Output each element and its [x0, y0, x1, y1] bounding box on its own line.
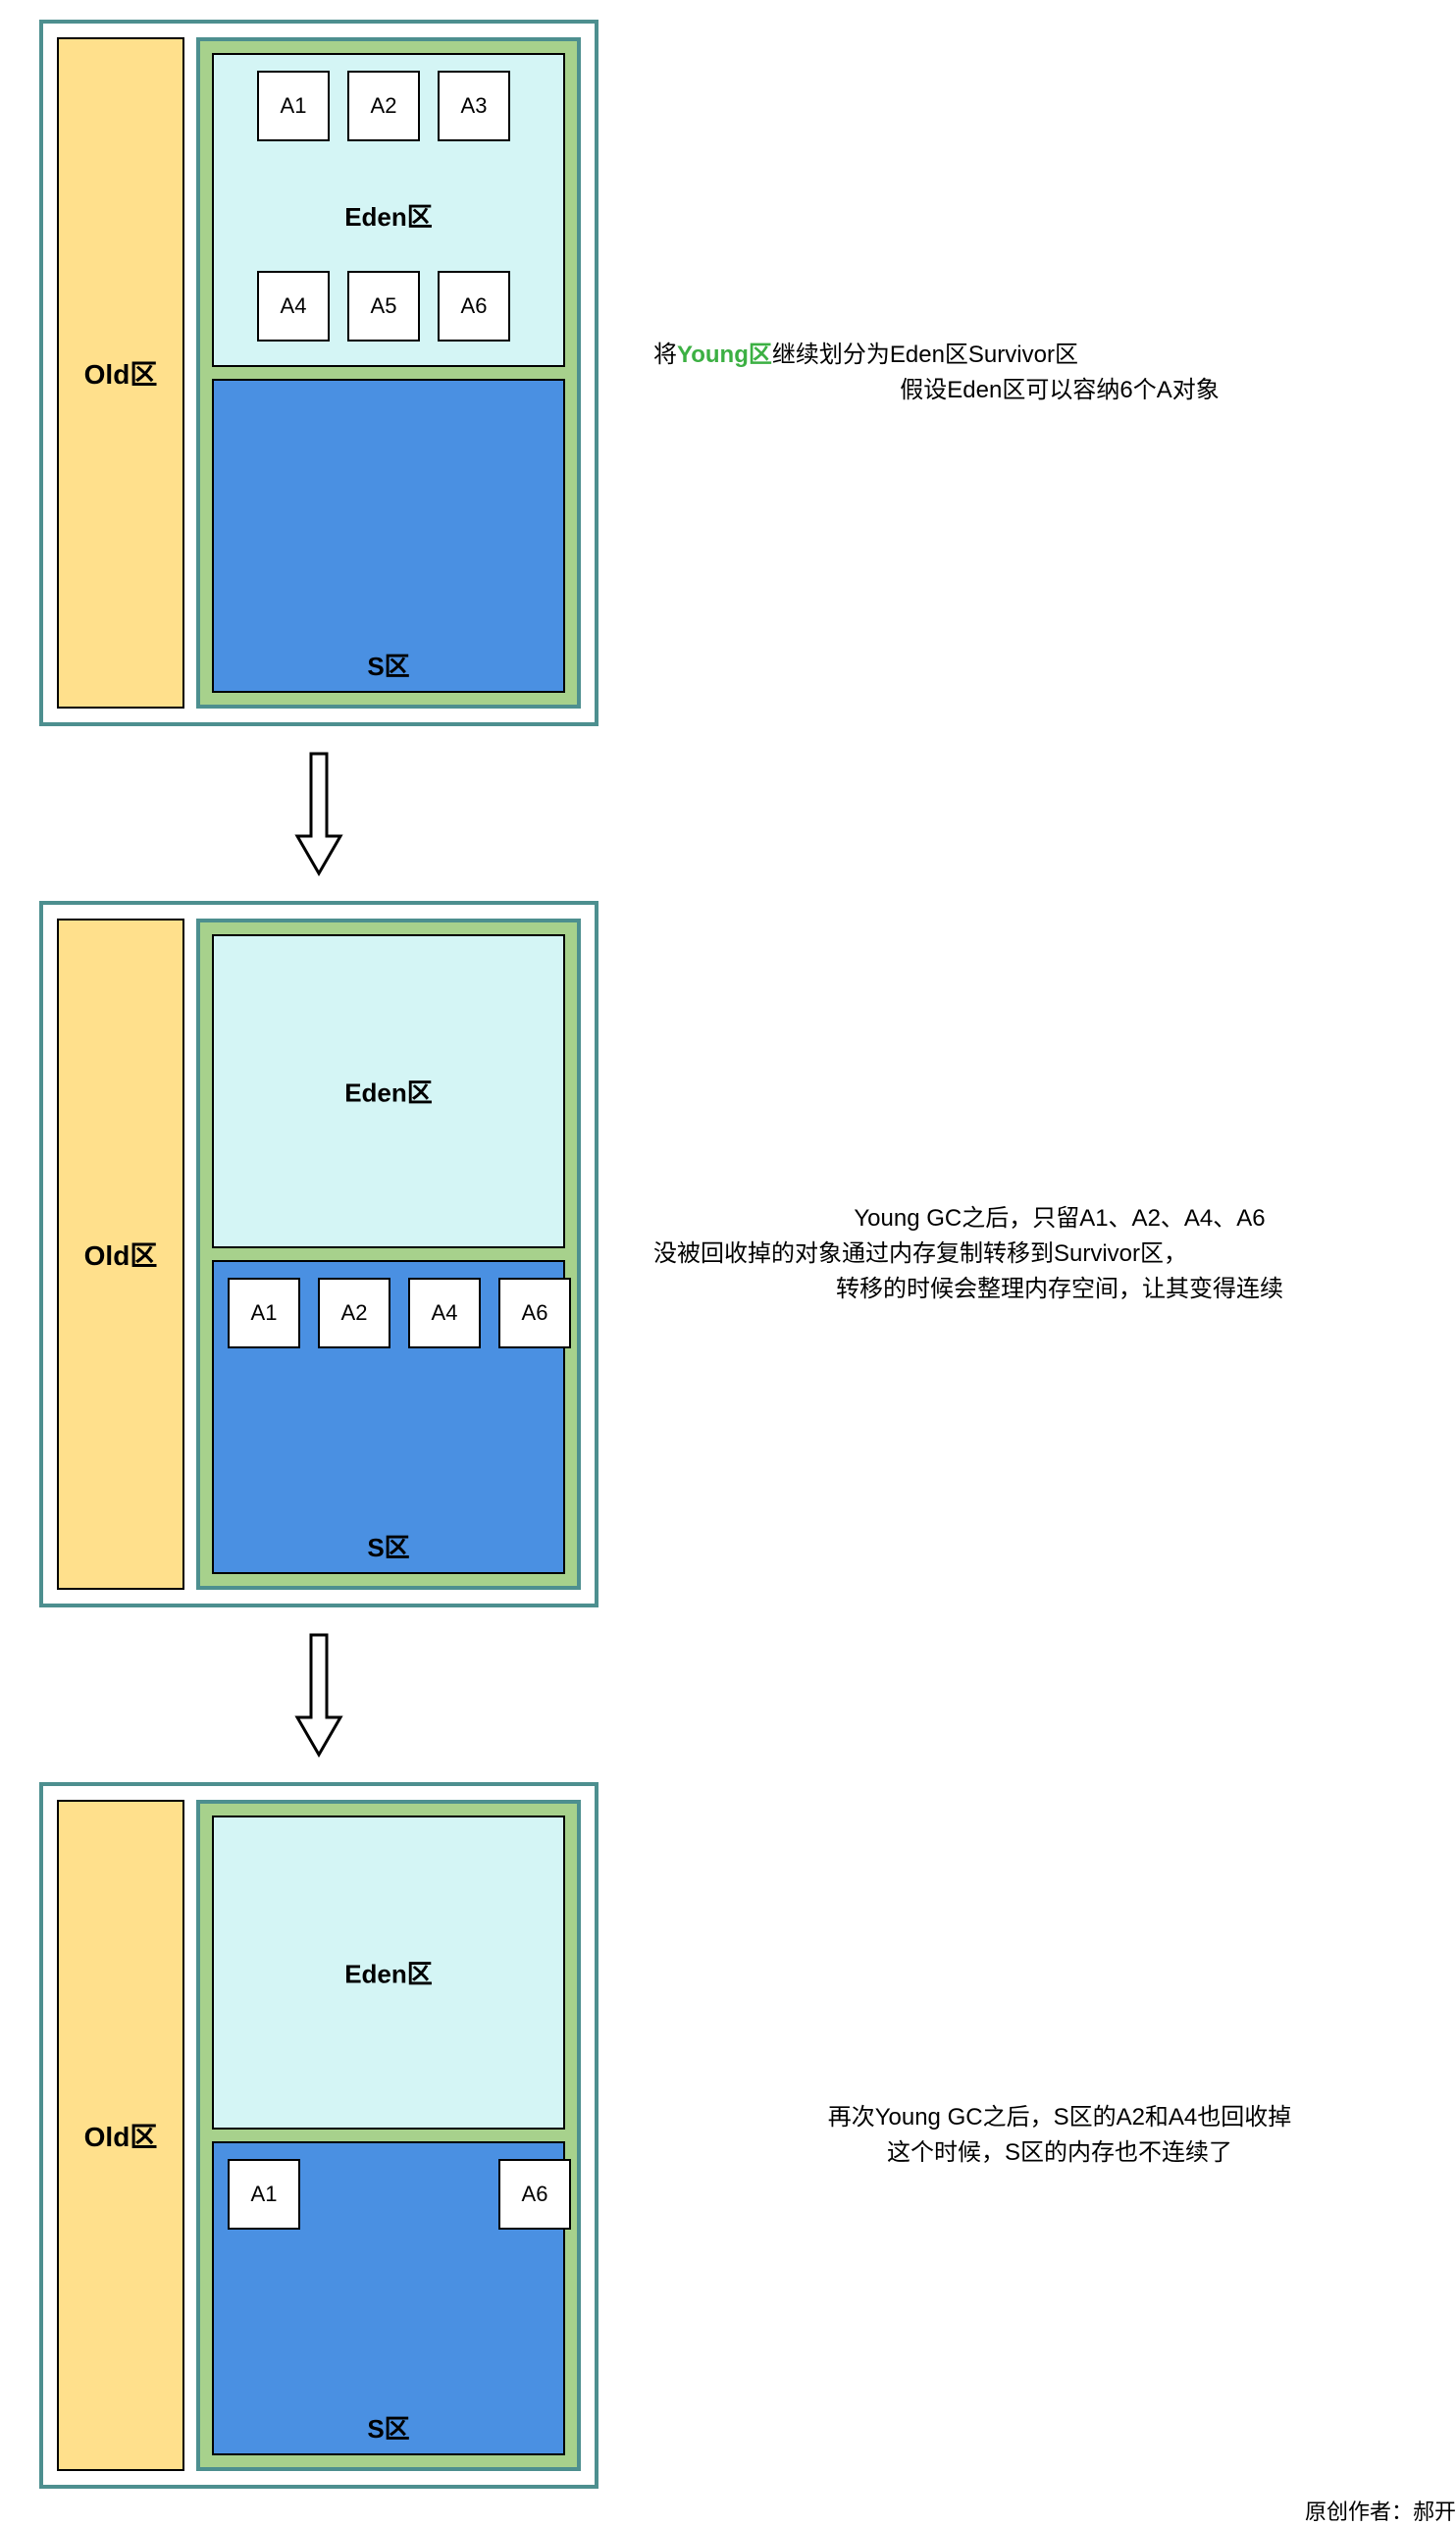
object-a4: A4: [408, 1278, 481, 1348]
object-a2: A2: [318, 1278, 390, 1348]
arrow-down-icon: [289, 750, 348, 877]
young-region-3: Eden区 S区 A1A6: [196, 1800, 581, 2471]
old-label: Old区: [84, 1235, 158, 1274]
desc-text: 没被回收掉的对象通过内存复制转移到Survivor区，: [653, 1237, 1456, 1272]
stage-2-desc: Young GC之后，只留A1、A2、A4、A6 没被回收掉的对象通过内存复制转…: [598, 1201, 1456, 1307]
desc-text: 假设Eden区可以容纳6个A对象: [653, 373, 1456, 408]
object-a1: A1: [228, 2159, 300, 2230]
object-a6: A6: [498, 1278, 571, 1348]
eden-label: Eden区: [214, 197, 563, 234]
desc-highlight: Young区: [677, 342, 772, 368]
object-a1: A1: [257, 71, 330, 141]
object-a4: A4: [257, 271, 330, 342]
object-a2: A2: [347, 71, 420, 141]
stage-1-row: Old区 Eden区 A1A2 A3 A4A5 A6 S区 将Young区继续划分为E…: [10, 20, 1456, 726]
desc-text: 转移的时候会整理内存空间，让其变得连续: [653, 1272, 1456, 1307]
desc-text: 再次Young GC之后，S区的A2和A4也回收掉: [653, 2100, 1456, 2135]
heap-1: Old区 Eden区 A1A2 A3 A4A5 A6 S区: [39, 20, 598, 726]
eden-region-2: Eden区: [212, 934, 565, 1248]
old-label: Old区: [84, 2116, 158, 2155]
eden-label: Eden区: [214, 1074, 563, 1110]
s-label: S区: [214, 2409, 563, 2446]
arrow-1: [10, 726, 628, 901]
s-label: S区: [214, 1528, 563, 1564]
stage-3-desc: 再次Young GC之后，S区的A2和A4也回收掉 这个时候，S区的内存也不连续…: [598, 2100, 1456, 2171]
eden-label: Eden区: [214, 1955, 563, 1991]
object-a5: A5: [347, 271, 420, 342]
stage-3-row: Old区 Eden区 S区 A1A6 再次Young GC之后，S区的A2和A4…: [10, 1782, 1456, 2489]
eden-region-1: Eden区 A1A2 A3 A4A5 A6: [212, 53, 565, 367]
arrow-down-icon: [289, 1631, 348, 1759]
desc-text: 这个时候，S区的内存也不连续了: [653, 2135, 1456, 2171]
heap-2: Old区 Eden区 S区 A1 A2 A4A6: [39, 901, 598, 1607]
survivor-region-3: S区 A1A6: [212, 2141, 565, 2455]
stage-2-row: Old区 Eden区 S区 A1 A2 A4A6 Young GC之后，只留A1、A…: [10, 901, 1456, 1607]
desc-text: Young GC之后，只留A1、A2、A4、A6: [653, 1201, 1456, 1237]
heap-3: Old区 Eden区 S区 A1A6: [39, 1782, 598, 2489]
young-region-2: Eden区 S区 A1 A2 A4A6: [196, 919, 581, 1590]
old-label: Old区: [84, 353, 158, 393]
old-region-1: Old区: [57, 37, 184, 709]
object-a6: A6: [438, 271, 510, 342]
object-a3: A3: [438, 71, 510, 141]
old-region-3: Old区: [57, 1800, 184, 2471]
stage-1-desc: 将Young区继续划分为Eden区Survivor区 假设Eden区可以容纳6个…: [598, 338, 1456, 408]
young-region-1: Eden区 A1A2 A3 A4A5 A6 S区: [196, 37, 581, 709]
arrow-2: [10, 1607, 628, 1782]
eden-region-3: Eden区: [212, 1816, 565, 2130]
credit: 原创作者：郝开: [1305, 2495, 1456, 2526]
s-label: S区: [214, 647, 563, 683]
desc-text: 将: [653, 342, 677, 368]
desc-text: 继续划分为Eden区Survivor区: [772, 342, 1078, 368]
object-a6: A6: [498, 2159, 571, 2230]
object-a1: A1: [228, 1278, 300, 1348]
survivor-region-1: S区: [212, 379, 565, 693]
survivor-region-2: S区 A1A2A4A6: [212, 1260, 565, 1574]
old-region-2: Old区: [57, 919, 184, 1590]
